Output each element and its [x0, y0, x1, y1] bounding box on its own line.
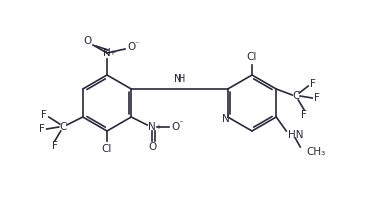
Text: Cl: Cl	[102, 144, 112, 154]
Text: ⁻: ⁻	[179, 119, 184, 129]
Text: F: F	[52, 141, 58, 151]
Text: Cl: Cl	[247, 52, 257, 62]
Text: N: N	[222, 114, 229, 124]
Text: ⁻: ⁻	[135, 41, 139, 49]
Text: CH₃: CH₃	[306, 147, 325, 157]
Text: O: O	[127, 42, 135, 52]
Text: F: F	[301, 110, 307, 120]
Text: H: H	[178, 74, 185, 84]
Text: C: C	[59, 122, 67, 132]
Text: N: N	[103, 48, 111, 58]
Text: F: F	[41, 110, 47, 120]
Text: F: F	[39, 124, 45, 134]
Text: N: N	[148, 122, 156, 132]
Text: F: F	[314, 93, 320, 103]
Text: O: O	[171, 122, 179, 132]
Text: F: F	[310, 79, 316, 89]
Text: N: N	[174, 74, 181, 84]
Text: +: +	[155, 124, 161, 130]
Text: +: +	[109, 50, 115, 56]
Text: HN: HN	[288, 130, 304, 140]
Text: O: O	[148, 142, 156, 152]
Text: O: O	[84, 36, 92, 46]
Text: C: C	[293, 91, 300, 101]
